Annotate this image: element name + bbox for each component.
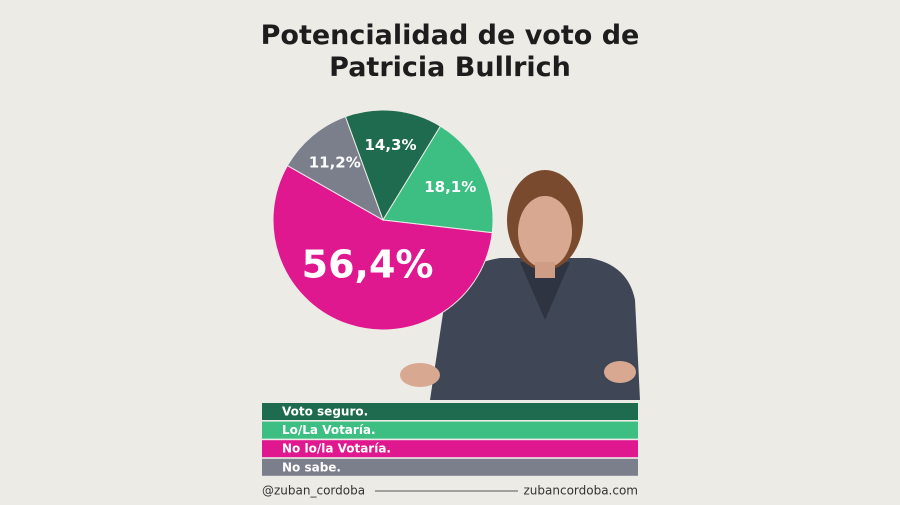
legend-swatch bbox=[262, 458, 638, 476]
legend-label: No lo/la Votaría. bbox=[282, 442, 391, 456]
photo bbox=[400, 170, 640, 400]
legend-label: Lo/La Votaría. bbox=[282, 423, 376, 437]
pie-slice bbox=[382, 125, 494, 234]
pie-slice bbox=[344, 109, 442, 222]
legend-label: No sabe. bbox=[282, 460, 341, 474]
legend-swatch bbox=[262, 440, 638, 458]
footer-handle: @zuban_cordoba bbox=[262, 484, 365, 498]
pie-slice bbox=[272, 164, 493, 331]
legend-swatch bbox=[262, 421, 638, 439]
legend-label: Voto seguro. bbox=[282, 405, 368, 419]
footer-site: zubancordoba.com bbox=[523, 484, 638, 498]
data-label: 14,3% bbox=[364, 136, 416, 154]
legend-swatch bbox=[262, 403, 638, 420]
data-label: 11,2% bbox=[309, 153, 361, 171]
pie-slice bbox=[286, 115, 384, 222]
data-label: 56,4% bbox=[302, 243, 434, 287]
data-label: 18,1% bbox=[424, 178, 476, 196]
chart-title: Potencialidad de voto de Patricia Bullri… bbox=[260, 20, 640, 83]
